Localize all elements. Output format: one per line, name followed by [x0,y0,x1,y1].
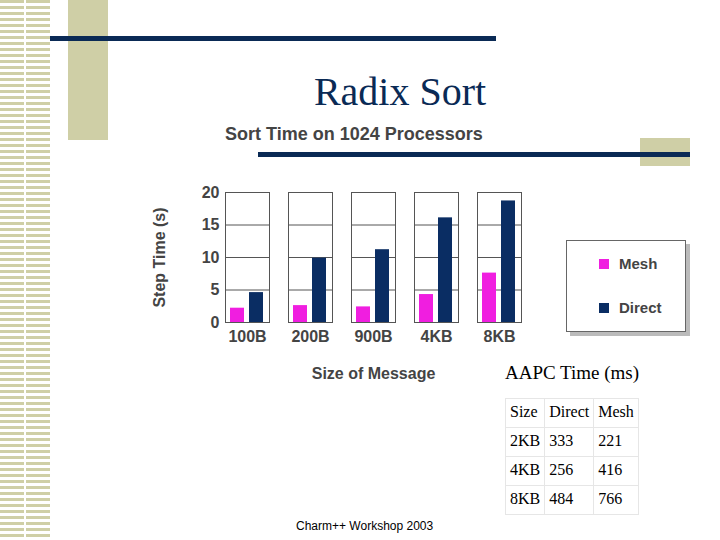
svg-text:20: 20 [202,184,220,201]
svg-text:100B: 100B [228,328,266,345]
html-text:Size: Size [510,403,538,420]
html-text:256: 256 [549,461,574,478]
html-text:Sort Time on 1024 Processors: Sort Time on 1024 Processors [225,124,483,144]
svg-text:8KB: 8KB [483,328,515,345]
html-text:2KB: 2KB [510,432,541,449]
svg-text:4KB: 4KB [420,328,452,345]
html-text:416: 416 [598,461,623,478]
html-text:Radix Sort: Radix Sort [313,69,487,114]
html-text:Direct: Direct [619,299,662,316]
html-text:Direct: Direct [549,403,590,420]
svg-text:Size of Message: Size of Message [312,365,436,382]
html-text:Mesh: Mesh [619,255,658,272]
html-text:333: 333 [549,432,574,449]
svg-text:10: 10 [202,249,220,266]
svg-text:15: 15 [202,216,220,233]
svg-text:5: 5 [211,281,220,298]
html-text:Charm++ Workshop 2003: Charm++ Workshop 2003 [296,519,434,533]
svg-text:900B: 900B [354,328,392,345]
html-text:484: 484 [549,490,574,507]
html-text:8KB: 8KB [510,490,541,507]
svg-text:Step Time (s): Step Time (s) [151,207,168,307]
html-text:AAPC Time (ms): AAPC Time (ms) [505,362,640,383]
svg-text:200B: 200B [291,328,329,345]
html-text:766: 766 [598,490,623,507]
html-text:Mesh: Mesh [598,403,634,420]
html-text:4KB: 4KB [510,461,541,478]
html-text:221: 221 [598,432,623,449]
svg-text:0: 0 [211,314,220,331]
